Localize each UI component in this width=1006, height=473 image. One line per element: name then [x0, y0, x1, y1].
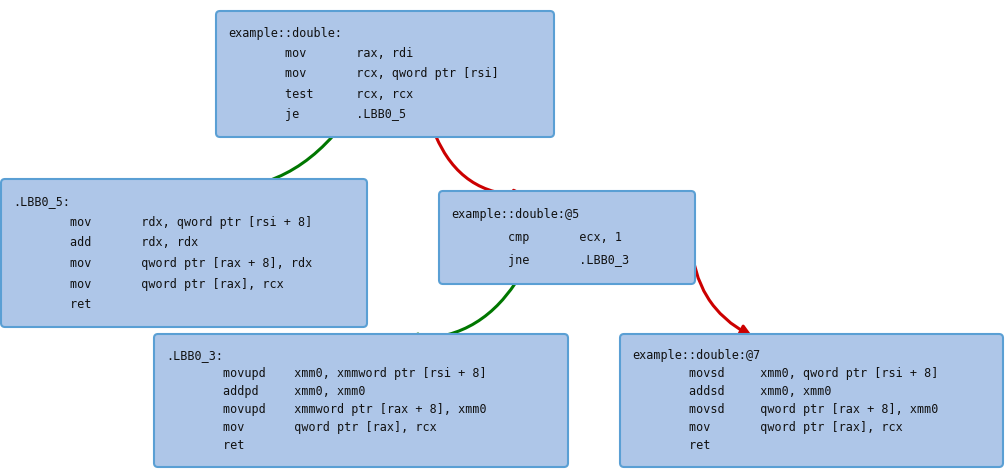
Text: mov       rax, rdi: mov rax, rdi: [228, 47, 413, 60]
Text: mov       rdx, qword ptr [rsi + 8]: mov rdx, qword ptr [rsi + 8]: [13, 216, 312, 228]
Text: je        .LBB0_5: je .LBB0_5: [228, 108, 406, 121]
Text: cmp       ecx, 1: cmp ecx, 1: [451, 231, 622, 244]
FancyBboxPatch shape: [620, 334, 1003, 467]
Text: example::double:@7: example::double:@7: [632, 349, 761, 361]
Text: mov       qword ptr [rax], rcx: mov qword ptr [rax], rcx: [13, 278, 284, 290]
Text: movupd    xmm0, xmmword ptr [rsi + 8]: movupd xmm0, xmmword ptr [rsi + 8]: [166, 367, 487, 380]
Text: addpd     xmm0, xmm0: addpd xmm0, xmm0: [166, 385, 365, 398]
Text: .LBB0_5:: .LBB0_5:: [13, 195, 70, 208]
Text: example::double:: example::double:: [228, 26, 342, 40]
Text: movsd     xmm0, qword ptr [rsi + 8]: movsd xmm0, qword ptr [rsi + 8]: [632, 367, 939, 380]
Text: mov       rcx, qword ptr [rsi]: mov rcx, qword ptr [rsi]: [228, 68, 499, 80]
Text: example::double:@5: example::double:@5: [451, 208, 579, 221]
Text: ret: ret: [13, 298, 92, 311]
FancyBboxPatch shape: [1, 179, 367, 327]
FancyBboxPatch shape: [439, 191, 695, 284]
Text: ret: ret: [166, 439, 244, 452]
FancyBboxPatch shape: [216, 11, 554, 137]
FancyBboxPatch shape: [154, 334, 568, 467]
Text: add       rdx, rdx: add rdx, rdx: [13, 236, 198, 249]
Text: movupd    xmmword ptr [rax + 8], xmm0: movupd xmmword ptr [rax + 8], xmm0: [166, 403, 487, 416]
Text: .LBB0_3:: .LBB0_3:: [166, 349, 223, 361]
Text: ret: ret: [632, 439, 710, 452]
Text: addsd     xmm0, xmm0: addsd xmm0, xmm0: [632, 385, 832, 398]
Text: movsd     qword ptr [rax + 8], xmm0: movsd qword ptr [rax + 8], xmm0: [632, 403, 939, 416]
Text: test      rcx, rcx: test rcx, rcx: [228, 88, 413, 101]
Text: mov       qword ptr [rax], rcx: mov qword ptr [rax], rcx: [166, 421, 437, 434]
Text: mov       qword ptr [rax + 8], rdx: mov qword ptr [rax + 8], rdx: [13, 257, 312, 270]
Text: mov       qword ptr [rax], rcx: mov qword ptr [rax], rcx: [632, 421, 902, 434]
Text: jne       .LBB0_3: jne .LBB0_3: [451, 254, 629, 267]
